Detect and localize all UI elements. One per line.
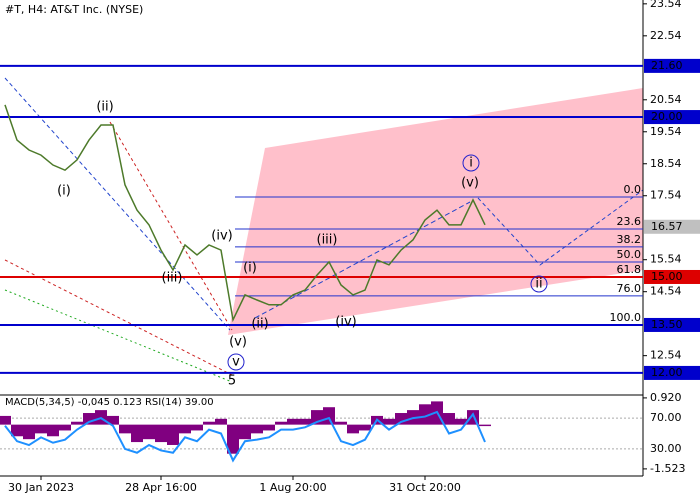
y-tick-label: 15.54 bbox=[650, 253, 682, 266]
macd-bar bbox=[155, 424, 167, 443]
wave-label: (ii) bbox=[96, 100, 113, 115]
level-label: 21.60 bbox=[651, 59, 683, 72]
y-tick-label: 12.54 bbox=[650, 349, 682, 362]
macd-bar bbox=[359, 424, 371, 431]
y-tick-label: 22.54 bbox=[650, 29, 682, 42]
macd-bar bbox=[275, 421, 287, 425]
macd-bar bbox=[71, 421, 83, 425]
macd-bar bbox=[47, 424, 59, 437]
trend-line bbox=[4, 259, 233, 376]
macd-bar bbox=[335, 421, 347, 425]
macd-bar bbox=[347, 424, 359, 434]
trend-line bbox=[4, 77, 231, 331]
macd-bar bbox=[287, 418, 299, 425]
wave-label: v bbox=[232, 355, 240, 370]
macd-bar bbox=[179, 424, 191, 434]
fib-label: 38.2 bbox=[617, 233, 642, 246]
wave-label: (iv) bbox=[335, 315, 356, 330]
rsi-line bbox=[4, 410, 486, 463]
current-price-label: 16.57 bbox=[651, 220, 683, 233]
level-label: 13.50 bbox=[651, 318, 683, 331]
macd-bar bbox=[455, 418, 467, 425]
indicator-title: MACD(5,34,5) -0,045 0.123 RSI(14) 39.00 bbox=[5, 397, 214, 408]
wave-circle bbox=[530, 275, 548, 293]
wave-label: (i) bbox=[243, 261, 257, 276]
level-label: 15.00 bbox=[651, 270, 683, 283]
wave-circle bbox=[227, 353, 245, 371]
wave-label: (iv) bbox=[211, 229, 232, 244]
macd-bar bbox=[395, 413, 407, 425]
macd-bar bbox=[299, 418, 311, 425]
macd-bar bbox=[419, 404, 431, 425]
wave-label: (i) bbox=[57, 184, 71, 199]
current-price-tag bbox=[644, 219, 700, 234]
macd-bar bbox=[263, 424, 275, 431]
x-tick-label: 28 Apr 16:00 bbox=[125, 481, 197, 494]
macd-bar bbox=[167, 424, 179, 445]
y-tick-label: 14.54 bbox=[650, 285, 682, 298]
x-tick-label: 30 Jan 2023 bbox=[8, 481, 74, 494]
macd-bar bbox=[383, 418, 395, 425]
level-label: 20.00 bbox=[651, 110, 683, 123]
trend-line bbox=[109, 121, 233, 331]
wave-label: (iii) bbox=[162, 271, 183, 286]
fib-label: 23.6 bbox=[617, 215, 642, 228]
y2-tick-label: 70.00 bbox=[650, 411, 682, 424]
fib-label: 61.8 bbox=[617, 263, 642, 276]
level-tag bbox=[644, 58, 700, 73]
trend-line bbox=[254, 201, 471, 319]
macd-bar bbox=[131, 424, 143, 443]
macd-bar bbox=[191, 424, 203, 431]
wave-label: 5 bbox=[228, 374, 236, 389]
macd-bar bbox=[23, 424, 35, 440]
macd-bar bbox=[239, 424, 251, 440]
fib-label: 76.0 bbox=[617, 282, 642, 295]
macd-bar bbox=[143, 424, 155, 440]
fib-label: 0.0 bbox=[624, 183, 642, 196]
macd-bar bbox=[83, 413, 95, 425]
macd-bar bbox=[119, 424, 131, 434]
macd-bar bbox=[227, 424, 239, 454]
macd-bar bbox=[323, 407, 335, 425]
macd-bar bbox=[479, 424, 491, 427]
chart-title: #T, H4: AT&T Inc. (NYSE) bbox=[5, 3, 143, 16]
y-tick-label: -1.523 bbox=[650, 462, 685, 475]
trend-line bbox=[4, 289, 233, 383]
level-label: 12.00 bbox=[651, 366, 683, 379]
macd-bar bbox=[59, 424, 71, 431]
level-tag bbox=[644, 317, 700, 332]
macd-bar bbox=[443, 413, 455, 425]
fib-label: 50.0 bbox=[617, 248, 642, 261]
macd-bar bbox=[203, 421, 215, 425]
level-tag bbox=[644, 110, 700, 125]
wave-label: (ii) bbox=[251, 317, 268, 332]
wave-label: (v) bbox=[461, 176, 479, 191]
price-line bbox=[4, 104, 486, 323]
y-tick-label: 19.54 bbox=[650, 125, 682, 138]
wave-label: ii bbox=[535, 277, 542, 292]
macd-bar bbox=[107, 415, 119, 425]
y-tick-label: 0.920 bbox=[650, 391, 682, 404]
macd-bar bbox=[0, 415, 11, 425]
y-tick-label: 18.54 bbox=[650, 157, 682, 170]
y-tick-label: 20.54 bbox=[650, 93, 682, 106]
y-tick-label: 23.54 bbox=[650, 0, 682, 10]
wave-label: i bbox=[469, 156, 473, 171]
x-tick-label: 31 Oct 20:00 bbox=[389, 481, 461, 494]
level-tag bbox=[644, 365, 700, 380]
y-tick-label: 17.54 bbox=[650, 189, 682, 202]
wave-circle bbox=[462, 154, 480, 172]
wave-label: (v) bbox=[229, 335, 247, 350]
macd-bar bbox=[35, 424, 47, 434]
macd-bar bbox=[11, 424, 23, 437]
fib-label: 100.0 bbox=[610, 311, 642, 324]
y2-tick-label: 30.00 bbox=[650, 442, 682, 455]
x-tick-label: 1 Aug 20:00 bbox=[259, 481, 326, 494]
level-tag bbox=[644, 269, 700, 284]
wave-label: (iii) bbox=[317, 233, 338, 248]
macd-bar bbox=[215, 418, 227, 425]
forecast-line bbox=[477, 189, 644, 266]
macd-bar bbox=[251, 424, 263, 434]
